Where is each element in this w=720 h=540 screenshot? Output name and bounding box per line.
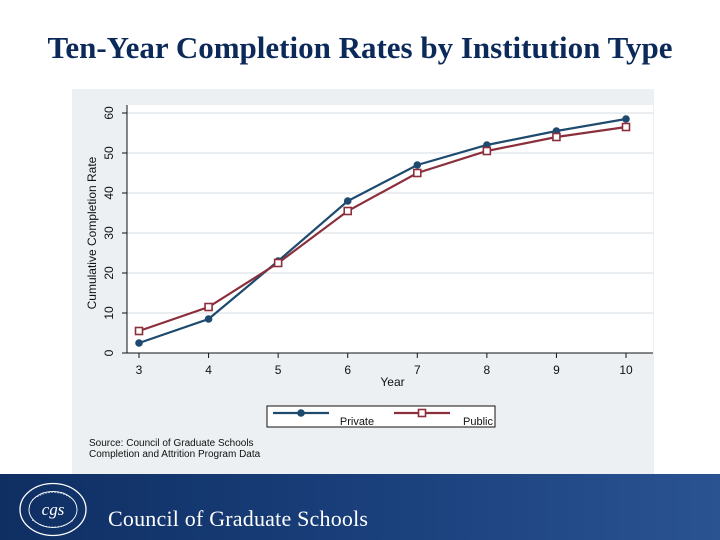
y-tick-label: 20 <box>102 266 116 280</box>
legend-box <box>266 405 496 428</box>
y-axis-title: Cumulative Completion Rate <box>85 156 99 309</box>
data-point-private <box>413 161 422 169</box>
slide-title: Ten-Year Completion Rates by Institution… <box>47 30 673 65</box>
y-tick-label: 10 <box>102 306 116 320</box>
y-tick-label: 0 <box>102 349 116 356</box>
cgs-seal-logo: cgs <box>19 482 87 537</box>
line-chart: 0 10 20 30 40 50 60 3 4 5 6 7 8 9 10 Year Cumulative Com… <box>85 105 653 428</box>
y-tick-label: 30 <box>102 226 116 240</box>
source-note-line-1: Source: Council of Graduate Schools <box>89 438 254 449</box>
source-note: Source: Council of Graduate Schools Comp… <box>89 438 260 460</box>
svg-text:cgs: cgs <box>42 500 65 519</box>
x-tick-label: 8 <box>484 363 491 377</box>
series-line-public <box>138 125 627 333</box>
x-tick-label: 3 <box>136 363 143 377</box>
data-point-public <box>621 122 631 132</box>
x-tick-label: 6 <box>344 363 351 377</box>
data-point-public <box>412 168 422 178</box>
y-tick-label: 50 <box>102 146 116 160</box>
data-point-public <box>482 146 492 156</box>
footer-org-name: Council of Graduate Schools <box>108 506 369 531</box>
x-tick-label: 9 <box>553 363 560 377</box>
footer-bar: cgs Council of Graduate Schools <box>0 474 720 540</box>
data-point-public <box>204 302 213 312</box>
data-point-public <box>552 132 561 142</box>
x-tick-label: 4 <box>205 363 212 377</box>
data-point-public <box>273 258 283 268</box>
legend-marker-public <box>417 408 427 418</box>
x-tick-label: 10 <box>619 363 633 377</box>
legend-label-public: Public <box>463 416 493 428</box>
series-line-private <box>138 117 627 345</box>
legend-label-private: Private <box>340 416 374 428</box>
y-tick-label: 60 <box>102 106 116 120</box>
plot-area <box>127 105 653 353</box>
data-point-public <box>134 326 144 336</box>
x-tick-label: 7 <box>414 363 421 377</box>
legend-marker-private <box>297 409 305 417</box>
source-note-line-2: Completion and Attrition Program Data <box>89 449 261 460</box>
data-point-private <box>622 115 630 123</box>
data-point-private <box>204 315 213 323</box>
y-tick-label: 40 <box>102 186 116 200</box>
data-point-private <box>135 339 143 347</box>
x-axis-title: Year <box>380 375 404 389</box>
chart-panel: 0 10 20 30 40 50 60 3 4 5 6 7 8 9 10 Year Cumulative Com… <box>72 89 654 474</box>
data-point-private <box>343 197 352 205</box>
x-tick-label: 5 <box>275 363 282 377</box>
data-point-public <box>343 206 353 216</box>
